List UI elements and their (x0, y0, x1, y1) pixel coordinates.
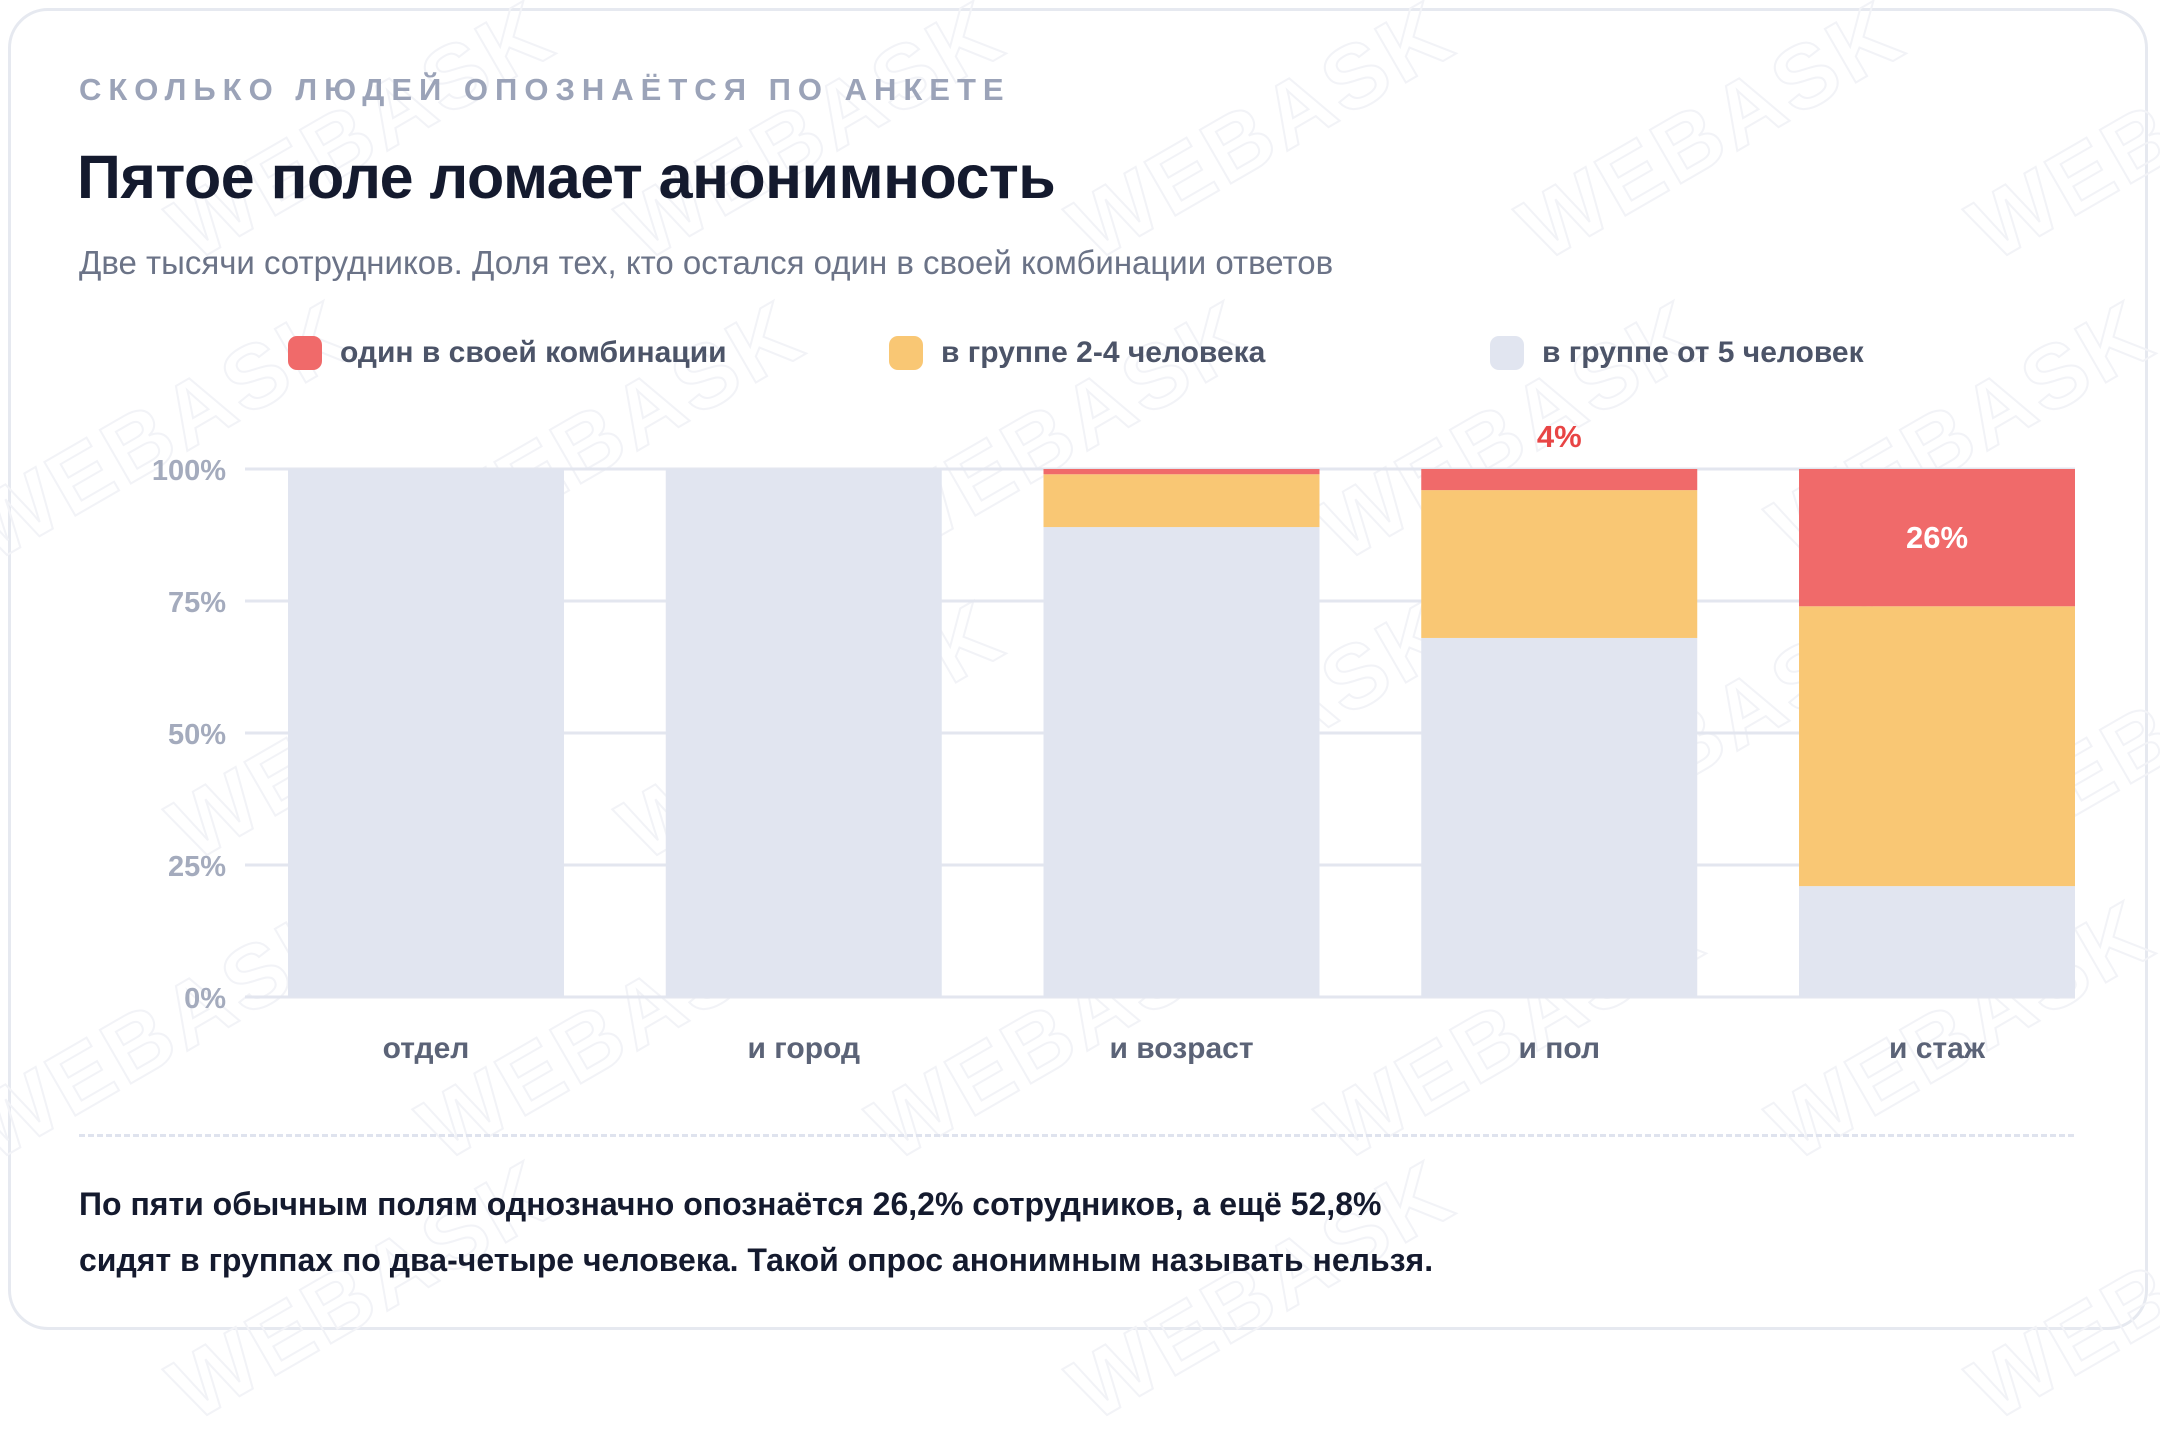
legend-swatch-small-group (889, 336, 923, 370)
data-label: 4% (1537, 419, 1582, 454)
x-category-label: отдел (383, 1032, 470, 1065)
legend-swatch-unique (288, 336, 322, 370)
conclusion-line-2: сидят в группах по два-четыре человека. … (79, 1242, 1434, 1278)
bar-segment (1043, 474, 1320, 528)
stacked-bar-chart: 0% 25% 50% 75% 100% отдел и город и возраст и по… (152, 419, 2075, 1065)
bar-segment (1799, 886, 2075, 997)
legend-item-small-group: в группе 2-4 человека (889, 336, 1265, 370)
bar-segment (1043, 527, 1320, 997)
bar-segment (1043, 469, 1320, 475)
conclusion-line-1: По пяти обычным полям однозначно опознаё… (79, 1186, 1382, 1222)
y-tick-label: 50% (168, 719, 226, 751)
conclusion-text: По пяти обычным полям однозначно опознаё… (79, 1176, 1679, 1288)
divider (79, 1134, 2074, 1137)
legend: один в своей комбинации в группе 2-4 чел… (0, 336, 2160, 376)
legend-item-unique: один в своей комбинации (288, 336, 727, 370)
chart-title: Пятое поле ломает анонимность (77, 143, 1056, 211)
legend-label-small-group: в группе 2-4 человека (941, 336, 1266, 369)
chart-kicker: СКОЛЬКО ЛЮДЕЙ ОПОЗНАЁТСЯ ПО АНКЕТЕ (79, 72, 1011, 107)
bar-segment (1799, 469, 2075, 607)
x-category-label: и возраст (1109, 1032, 1253, 1065)
y-tick-label: 100% (152, 455, 226, 487)
bar-segment (1799, 606, 2075, 887)
bar-segment (1421, 637, 1698, 997)
x-category-label: и пол (1518, 1032, 1600, 1065)
bar-segment (1421, 490, 1698, 638)
x-category-label: и город (748, 1032, 861, 1065)
legend-label-large-group: в группе от 5 человек (1542, 336, 1864, 369)
y-tick-label: 75% (168, 587, 226, 619)
legend-swatch-large-group (1490, 336, 1524, 370)
data-label: 26% (1906, 520, 1968, 555)
bar-segment (1421, 469, 1698, 491)
legend-label-unique: один в своей комбинации (340, 336, 727, 369)
bar-segment (288, 469, 564, 997)
y-tick-label: 25% (168, 851, 226, 883)
y-tick-label: 0% (184, 983, 226, 1015)
x-category-label: и стаж (1889, 1032, 1986, 1065)
chart-subtitle: Две тысячи сотрудников. Доля тех, кто ос… (79, 244, 1334, 281)
bar-segment (665, 469, 942, 997)
legend-item-large-group: в группе от 5 человек (1490, 336, 1864, 370)
